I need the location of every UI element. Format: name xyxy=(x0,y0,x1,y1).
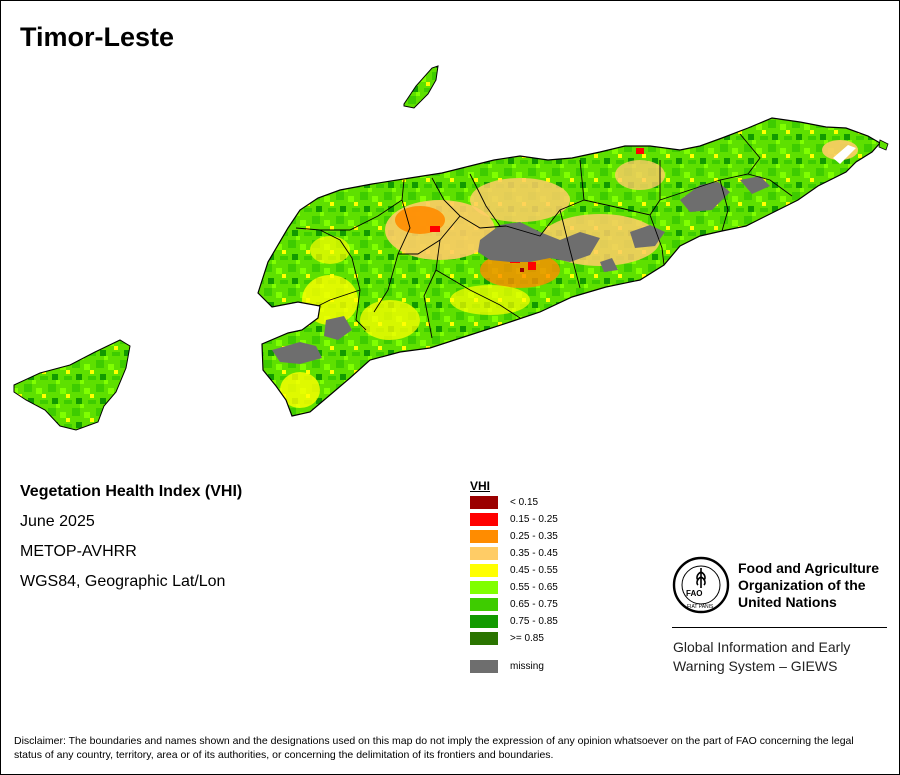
legend-swatch xyxy=(470,598,498,611)
sensor-name: METOP-AVHRR xyxy=(20,543,137,560)
legend-swatch xyxy=(470,547,498,560)
legend-row: >= 0.85 xyxy=(470,632,544,645)
legend-row: 0.15 - 0.25 xyxy=(470,513,558,526)
legend-row-missing: missing xyxy=(470,660,544,673)
jaco-island xyxy=(878,139,889,151)
map-date: June 2025 xyxy=(20,513,95,530)
legend-label: 0.15 - 0.25 xyxy=(510,514,558,525)
legend-row: 0.65 - 0.75 xyxy=(470,598,558,611)
legend-label: 0.35 - 0.45 xyxy=(510,548,558,559)
main-island-outline xyxy=(257,117,881,417)
projection-name: WGS84, Geographic Lat/Lon xyxy=(20,573,226,590)
disclaimer: Disclaimer: The boundaries and names sho… xyxy=(14,735,854,761)
vhi-map xyxy=(13,65,889,431)
giews-name: Global Information and Early Warning Sys… xyxy=(673,638,850,676)
legend-label: >= 0.85 xyxy=(510,633,544,644)
oecusse-region xyxy=(13,339,131,431)
legend-swatch xyxy=(470,530,498,543)
legend-row: 0.55 - 0.65 xyxy=(470,581,558,594)
index-name: Vegetation Health Index (VHI) xyxy=(20,483,243,500)
legend-label: 0.25 - 0.35 xyxy=(510,531,558,542)
legend-label: 0.75 - 0.85 xyxy=(510,616,558,627)
org-name-line-3: United Nations xyxy=(738,594,837,610)
legend-row: 0.35 - 0.45 xyxy=(470,547,558,560)
giews-line-2: Warning System – GIEWS xyxy=(673,658,838,674)
giews-line-1: Global Information and Early xyxy=(673,639,851,655)
legend-swatch xyxy=(470,513,498,526)
legend-swatch xyxy=(470,581,498,594)
legend-label: 0.65 - 0.75 xyxy=(510,599,558,610)
legend-row: < 0.15 xyxy=(470,496,538,509)
org-divider xyxy=(672,627,887,628)
fao-logo-motto: FIAT PANIS xyxy=(687,604,714,610)
legend-row: 0.45 - 0.55 xyxy=(470,564,558,577)
legend-row: 0.75 - 0.85 xyxy=(470,615,558,628)
legend-swatch-missing xyxy=(470,660,498,673)
atauro-island xyxy=(403,65,439,109)
legend-label: < 0.15 xyxy=(510,497,539,508)
legend-row: 0.25 - 0.35 xyxy=(470,530,558,543)
legend-label: 0.55 - 0.65 xyxy=(510,582,558,593)
legend-swatch xyxy=(470,615,498,628)
org-name: Food and Agriculture Organization of the… xyxy=(738,560,879,611)
fao-logo: FAO FIAT PANIS xyxy=(672,556,730,614)
legend-swatch xyxy=(470,496,498,509)
legend-label-missing: missing xyxy=(510,661,544,672)
legend-label: 0.45 - 0.55 xyxy=(510,565,558,576)
legend-swatch xyxy=(470,564,498,577)
org-name-line-1: Food and Agriculture xyxy=(738,560,880,576)
map-title: Timor-Leste xyxy=(20,22,175,52)
org-name-line-2: Organization of the xyxy=(738,577,866,593)
fao-logo-letters: FAO xyxy=(686,589,702,598)
legend-title: VHI xyxy=(470,479,491,493)
legend-swatch xyxy=(470,632,498,645)
